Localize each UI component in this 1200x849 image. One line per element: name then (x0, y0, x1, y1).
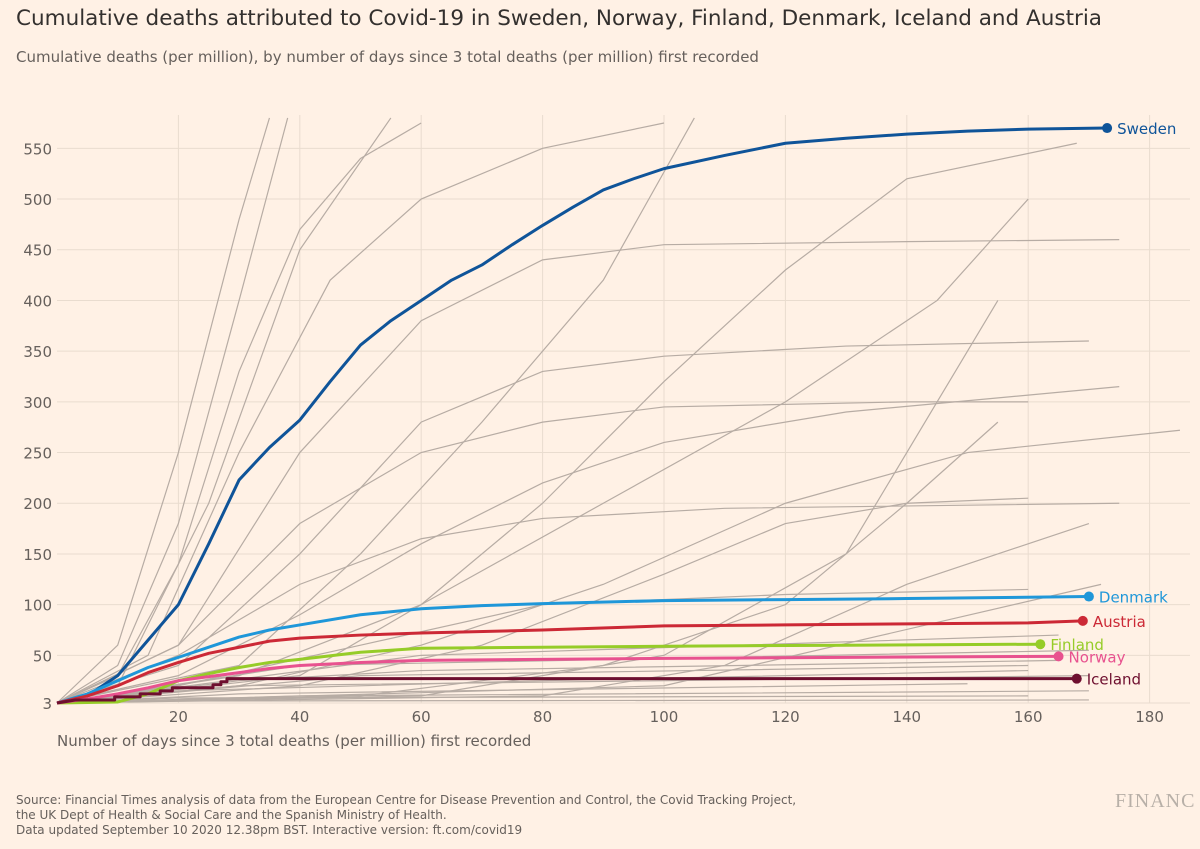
other-country-line (56, 340, 1089, 704)
source-line: the UK Dept of Health & Social Care and … (16, 808, 447, 822)
y-tick-label: 550 (23, 140, 52, 158)
y-tick-label: 3 (42, 695, 52, 713)
denmark-label: Denmark (1099, 589, 1168, 607)
finland-end-marker (1035, 639, 1046, 650)
source-line: Source: Financial Times analysis of data… (16, 793, 797, 807)
y-tick-label: 250 (23, 445, 52, 463)
iceland-end-marker (1071, 673, 1082, 684)
y-tick-label: 300 (23, 394, 52, 412)
other-country-line (56, 198, 1029, 704)
x-tick-label: 180 (1135, 708, 1164, 726)
x-axis-label: Number of days since 3 total deaths (per… (57, 732, 532, 750)
y-tick-label: 100 (23, 597, 52, 615)
finland-line (56, 642, 1041, 705)
other-country-line (56, 122, 422, 704)
iceland-line (56, 677, 1077, 705)
denmark-end-marker (1083, 591, 1094, 602)
austria-end-marker (1077, 615, 1088, 626)
y-tick-label: 200 (23, 495, 52, 513)
other-country-line (56, 659, 1059, 704)
finland-label: Finland (1050, 636, 1104, 654)
x-tick-label: 80 (533, 708, 552, 726)
iceland-label: Iceland (1087, 671, 1141, 689)
other-country-line (56, 117, 271, 704)
y-tick-label: 50 (33, 647, 52, 665)
x-tick-label: 40 (290, 708, 309, 726)
x-tick-label: 140 (892, 708, 921, 726)
denmark-line (56, 595, 1089, 705)
x-tick-label: 60 (412, 708, 431, 726)
other-country-line (56, 117, 289, 704)
other-country-line (56, 583, 1102, 704)
x-tick-label: 20 (169, 708, 188, 726)
sweden-label: Sweden (1117, 120, 1176, 138)
norway-end-marker (1053, 651, 1064, 662)
other-countries-lines (56, 117, 1181, 704)
sweden-end-marker (1102, 123, 1113, 134)
austria-label: Austria (1093, 613, 1146, 631)
other-country-line (56, 117, 695, 704)
sweden-line (56, 126, 1108, 705)
other-country-line (56, 401, 1029, 704)
x-tick-label: 100 (650, 708, 679, 726)
ft-logo: FINANC (1115, 790, 1196, 812)
other-country-line (56, 239, 1120, 704)
other-country-line (56, 386, 1120, 704)
y-tick-label: 350 (23, 343, 52, 361)
norway-line (56, 654, 1059, 705)
norway-label: Norway (1069, 648, 1126, 666)
y-tick-label: 400 (23, 292, 52, 310)
other-country-line (56, 117, 392, 704)
y-tick-label: 500 (23, 191, 52, 209)
y-tick-label: 450 (23, 242, 52, 260)
chart-subtitle: Cumulative deaths (per million), by numb… (16, 48, 759, 66)
chart-title: Cumulative deaths attributed to Covid-19… (16, 6, 1102, 31)
austria-line (56, 619, 1083, 705)
x-tick-label: 120 (771, 708, 800, 726)
y-tick-label: 150 (23, 546, 52, 564)
other-country-line (56, 502, 1120, 704)
source-line: Data updated September 10 2020 12.38pm B… (16, 823, 523, 837)
other-country-line (56, 122, 665, 704)
x-tick-label: 160 (1014, 708, 1043, 726)
source-note: Source: Financial Times analysis of data… (16, 793, 796, 838)
other-country-line (56, 429, 1181, 704)
